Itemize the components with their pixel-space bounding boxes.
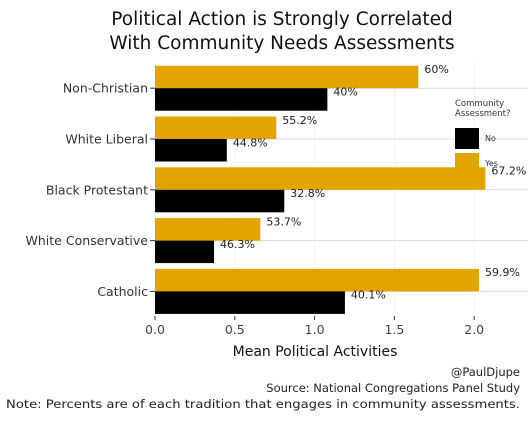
x-tick-label: 1.0 (305, 322, 325, 337)
bar-yes (155, 218, 261, 241)
data-label: 40.1% (351, 289, 386, 302)
caption-source: Source: National Congregations Panel Stu… (266, 381, 520, 395)
bar-yes (155, 116, 277, 139)
bar-no (155, 88, 328, 111)
x-axis: 0.0 0.5 1.0 1.5 2.0 (145, 316, 484, 337)
category-label: Non-Christian (63, 81, 148, 96)
data-label: 40% (333, 85, 357, 98)
category-label: Black Protestant (46, 182, 148, 197)
x-tick-label: 1.5 (384, 322, 404, 337)
bar-no (155, 139, 227, 162)
bar-no (155, 240, 215, 264)
chart-title: Political Action is Strongly Correlated … (109, 9, 454, 54)
chart-title-line-2: With Community Needs Assessments (109, 33, 454, 54)
captions: @PaulDjupe Source: National Congregation… (6, 365, 520, 411)
legend-key-yes (455, 153, 479, 174)
data-label: 46.3% (220, 238, 255, 251)
data-label: 44.8% (233, 136, 268, 149)
data-label: 67.2% (491, 165, 526, 178)
chart-title-line-1: Political Action is Strongly Correlated (111, 9, 452, 30)
bar-no (155, 291, 345, 314)
caption-handle: @PaulDjupe (451, 365, 520, 379)
legend-label-no: No (485, 134, 496, 143)
data-label: 59.9% (485, 266, 520, 279)
data-label: 53.7% (266, 215, 301, 228)
category-axis: Non-Christian White Liberal Black Protesta… (26, 81, 155, 299)
x-axis-title: Mean Political Activities (233, 344, 398, 360)
bar-no (155, 189, 285, 213)
data-label: 60% (424, 63, 448, 76)
bars: 60% 40% 55.2% 44.8% 67.2% 32.8% 53.7% 46.3% 59.9… (155, 63, 526, 314)
x-tick-label: 2.0 (464, 322, 484, 337)
x-tick-label: 0.5 (225, 322, 245, 337)
bar-yes (155, 268, 479, 292)
caption-note: Note: Percents are of each tradition tha… (6, 397, 520, 411)
category-label: White Conservative (26, 233, 149, 248)
legend-key-no (455, 128, 479, 149)
legend: Community Assessment? No Yes (455, 99, 511, 174)
bar-yes (155, 65, 419, 89)
category-label: White Liberal (65, 132, 148, 147)
x-tick-label: 0.0 (145, 322, 165, 337)
data-label: 32.8% (290, 187, 325, 200)
bar-yes (155, 167, 486, 190)
data-label: 55.2% (282, 114, 317, 127)
category-label: Catholic (97, 284, 148, 299)
legend-label-yes: Yes (484, 159, 498, 168)
legend-title-line-2: Assessment? (455, 109, 511, 119)
legend-title-line-1: Community (455, 99, 504, 109)
